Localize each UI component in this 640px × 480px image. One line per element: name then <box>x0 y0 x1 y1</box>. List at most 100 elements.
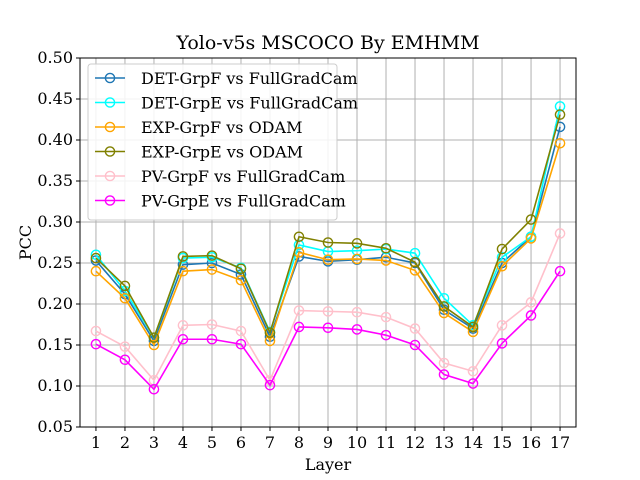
series-6 <box>90 265 566 395</box>
data-point <box>351 324 363 335</box>
legend-marker <box>104 121 116 133</box>
x-tick-label: 6 <box>236 433 246 452</box>
data-point <box>206 319 218 330</box>
data-point <box>380 329 392 341</box>
data-point <box>119 354 131 366</box>
data-point <box>554 101 566 112</box>
y-tick-label: 0.20 <box>37 294 73 313</box>
x-tick-label: 9 <box>323 433 333 452</box>
x-tick-label: 7 <box>265 433 275 452</box>
series-5 <box>90 228 566 386</box>
data-point <box>438 369 450 380</box>
y-tick-label: 0.05 <box>37 417 73 436</box>
series-line <box>95 233 561 383</box>
y-tick-label: 0.30 <box>37 212 73 231</box>
legend-marker <box>104 97 116 108</box>
data-point <box>322 306 334 317</box>
data-point <box>177 320 189 331</box>
legend-item: EXP-GrpF vs ODAM <box>95 118 302 137</box>
chart-title: Yolo-v5s MSCOCO By EMHMM <box>175 32 479 54</box>
data-point <box>119 341 131 352</box>
data-point <box>264 335 276 347</box>
y-tick-label: 0.15 <box>37 335 73 354</box>
x-tick-label: 15 <box>492 433 512 452</box>
y-tick-label: 0.50 <box>37 48 73 67</box>
data-point <box>293 231 305 243</box>
legend-label: PV-GrpE vs FullGradCam <box>141 192 346 211</box>
data-point <box>409 323 421 334</box>
series-line <box>95 126 561 343</box>
data-point <box>554 109 566 120</box>
y-axis-label: PCC <box>16 225 35 260</box>
legend-item: DET-GrpF vs FullGradCam <box>95 69 358 88</box>
legend-label: DET-GrpE vs FullGradCam <box>141 94 358 113</box>
x-tick-label: 13 <box>434 433 454 452</box>
data-point <box>90 249 102 261</box>
y-tick-label: 0.45 <box>37 89 73 108</box>
legend-marker <box>104 146 116 157</box>
x-tick-label: 16 <box>521 433 541 452</box>
x-tick-label: 17 <box>550 433 570 452</box>
legend-marker <box>104 72 116 84</box>
data-point <box>206 333 218 345</box>
data-point <box>293 321 305 333</box>
data-point <box>438 357 450 369</box>
data-point <box>525 233 537 244</box>
y-tick-label: 0.40 <box>37 130 73 149</box>
x-tick-label: 11 <box>376 433 396 452</box>
axis-ticks: 1 2 3 4 5 6 7 8 9 10 11 12 13 14 15 16 170.050.100.150.2… <box>37 48 570 452</box>
data-point <box>90 265 102 277</box>
data-point <box>438 307 450 319</box>
legend-item: PV-GrpE vs FullGradCam <box>95 192 346 211</box>
data-point <box>322 322 334 334</box>
data-point <box>322 254 334 266</box>
series-3 <box>90 137 566 351</box>
data-point <box>90 252 102 264</box>
data-point <box>322 237 334 248</box>
legend-item: EXP-GrpE vs ODAM <box>95 143 303 162</box>
data-point <box>206 257 218 269</box>
x-tick-label: 5 <box>207 433 217 452</box>
x-axis-label: Layer <box>305 455 352 474</box>
data-point <box>235 263 247 275</box>
series-line <box>95 270 561 391</box>
data-point <box>206 250 218 261</box>
legend-box <box>87 63 338 221</box>
data-point <box>409 339 421 351</box>
data-point <box>177 333 189 345</box>
data-point <box>467 365 479 377</box>
legend-item: PV-GrpF vs FullGradCam <box>95 167 345 186</box>
data-point <box>554 228 566 239</box>
data-point <box>467 378 479 389</box>
data-point <box>438 301 450 312</box>
x-tick-label: 14 <box>463 433 483 452</box>
data-point <box>351 245 363 256</box>
data-point <box>380 242 392 254</box>
data-point <box>351 238 363 249</box>
data-point <box>554 137 566 149</box>
data-point <box>148 332 160 343</box>
y-tick-label: 0.10 <box>37 376 73 395</box>
y-tick-label: 0.35 <box>37 171 73 190</box>
x-tick-label: 4 <box>178 433 188 452</box>
data-point <box>148 339 160 351</box>
data-point <box>119 280 131 292</box>
data-point <box>351 253 363 265</box>
data-point <box>496 243 508 255</box>
data-point <box>351 306 363 318</box>
legend-item: DET-GrpE vs FullGradCam <box>95 94 358 113</box>
plot-series <box>90 101 566 395</box>
data-point <box>496 260 508 272</box>
data-point <box>177 251 189 262</box>
data-point <box>525 214 537 225</box>
x-tick-label: 8 <box>294 433 304 452</box>
x-tick-label: 10 <box>347 433 367 452</box>
x-tick-label: 2 <box>120 433 130 452</box>
data-point <box>264 327 276 339</box>
data-point <box>409 256 421 268</box>
data-point <box>380 255 392 266</box>
legend-marker <box>104 195 116 206</box>
data-point <box>119 292 131 304</box>
